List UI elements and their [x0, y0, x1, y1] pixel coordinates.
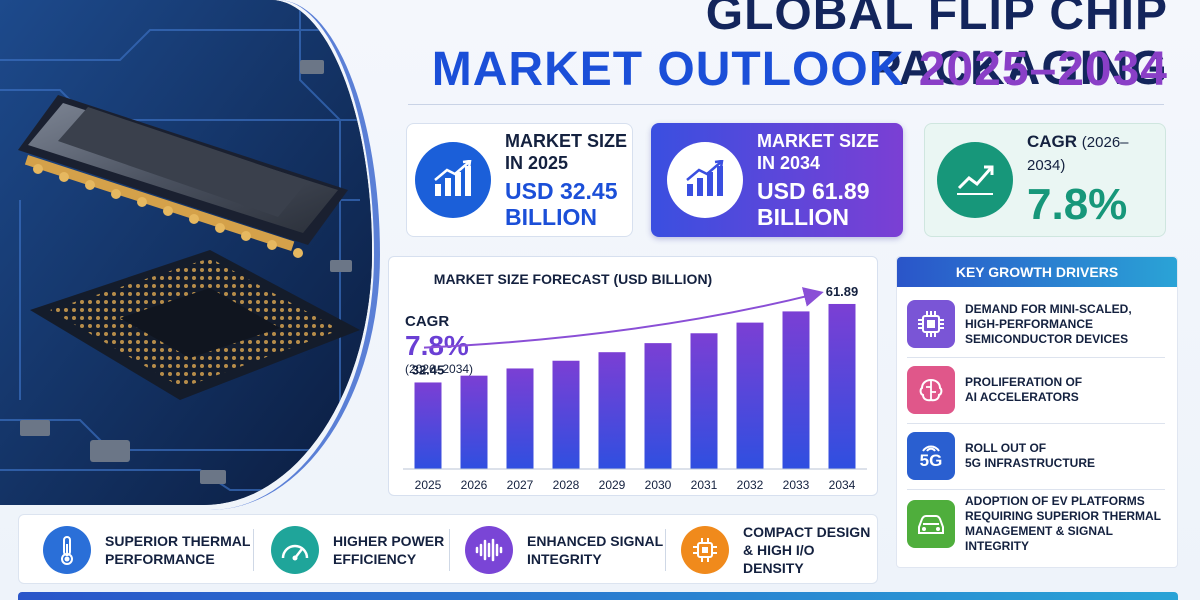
driver-text-line: MANAGEMENT & SIGNAL INTEGRITY: [965, 524, 1113, 553]
bar-2026: [460, 375, 488, 469]
thermometer-icon: [43, 526, 91, 574]
chart-title: MARKET SIZE FORECAST (USD BILLION): [433, 271, 713, 287]
card-label: MARKET SIZE: [505, 131, 628, 151]
growth-chart-icon: [415, 142, 491, 218]
x-tick-label: 2033: [783, 478, 810, 492]
market-size-2034-card: MARKET SIZE IN 2034 USD 61.89 BILLION: [651, 123, 903, 237]
benefit-text-line: ENHANCED SIGNAL: [527, 533, 664, 549]
5g-icon-label: 5G: [919, 451, 943, 470]
x-tick-label: 2029: [599, 478, 626, 492]
hero-chip-image: [0, 0, 372, 505]
page-title: GLOBAL FLIP CHIP PACKAGING: [705, 0, 1168, 95]
card-value-unit: BILLION: [757, 204, 849, 230]
benefits-strip: SUPERIOR THERMAL PERFORMANCE HIGHER POWE…: [18, 514, 878, 584]
footer-accent-bar: [18, 592, 1178, 600]
benefit-text-line: EFFICIENCY: [333, 551, 417, 567]
benefit-item: ENHANCED SIGNAL INTEGRITY: [465, 525, 663, 575]
driver-item: DEMAND FOR MINI-SCALED, HIGH-PERFORMANCE…: [907, 295, 1165, 353]
chart-cagr-label: CAGR: [405, 313, 450, 330]
chip-illustration: [0, 0, 372, 505]
bar-2031: [690, 333, 718, 469]
benefit-text-line: PERFORMANCE: [105, 551, 215, 567]
trend-arrow: [423, 287, 824, 349]
chart-cagr-callout: CAGR 7.8% (2026–2034): [405, 313, 473, 376]
card-label: MARKET SIZE: [757, 131, 880, 151]
x-tick-label: 2027: [507, 478, 534, 492]
benefit-text-line: INTEGRITY: [527, 551, 602, 567]
card-label: IN 2025: [505, 153, 569, 173]
subtitle-years: 2025–2034: [918, 43, 1168, 96]
microchip-icon: [907, 300, 955, 348]
card-value: USD 61.89: [757, 178, 870, 204]
bar-2032: [736, 322, 764, 469]
driver-text-line: PROLIFERATION OF: [965, 375, 1083, 389]
driver-divider: [907, 357, 1165, 358]
driver-item: 5G ROLL OUT OF 5G INFRASTRUCTURE: [907, 427, 1165, 485]
driver-text-line: ROLL OUT OF: [965, 441, 1047, 455]
card-label: IN 2034: [757, 153, 821, 173]
driver-text-line: DEMAND FOR MINI-SCALED,: [965, 301, 1132, 316]
5g-icon: 5G: [907, 432, 955, 480]
driver-text-line: REQUIRING SUPERIOR THERMAL: [965, 509, 1162, 523]
bar-2028: [552, 360, 580, 469]
driver-item: PROLIFERATION OF AI ACCELERATORS: [907, 361, 1165, 419]
electric-car-icon: [907, 500, 955, 548]
bar-2029: [598, 352, 626, 469]
driver-text-line: 5G INFRASTRUCTURE: [965, 456, 1096, 470]
x-tick-label: 2032: [737, 478, 764, 492]
page-subtitle: MARKET OUTLOOK 2025–2034: [408, 42, 1168, 97]
bar-2033: [782, 311, 810, 469]
benefit-item: HIGHER POWER EFFICIENCY: [271, 525, 444, 575]
bar-2027: [506, 368, 534, 469]
cagr-card-label: CAGR: [1027, 132, 1078, 151]
driver-text-line: ADOPTION OF EV PLATFORMS: [965, 494, 1145, 508]
cagr-card-period: (2026–2034): [1027, 134, 1129, 174]
trend-up-icon: [937, 142, 1013, 218]
benefit-text-line: SUPERIOR THERMAL: [105, 533, 251, 549]
bar-2034: [828, 303, 856, 469]
data-label: 61.89: [826, 284, 859, 299]
card-value: USD 32.45: [505, 178, 618, 204]
chip-icon: [681, 526, 729, 574]
driver-item: ADOPTION OF EV PLATFORMS REQUIRING SUPER…: [907, 494, 1165, 553]
data-label: 32.45: [412, 362, 445, 377]
key-growth-drivers-panel: KEY GROWTH DRIVERS DEMAND FOR MINI-SCALE…: [896, 256, 1178, 568]
ai-brain-icon: [907, 366, 955, 414]
benefit-text-line: HIGHER POWER: [333, 533, 445, 549]
benefit-item: COMPACT DESIGN & HIGH I/O DENSITY: [681, 524, 877, 576]
bar-2030: [644, 343, 672, 469]
card-label: CAGR (2026–2034): [1027, 131, 1165, 177]
benefit-text-line: COMPACT DESIGN: [743, 524, 871, 540]
x-tick-label: 2026: [461, 478, 488, 492]
x-tick-label: 2025: [415, 478, 442, 492]
drivers-heading: KEY GROWTH DRIVERS: [897, 257, 1177, 287]
x-tick-label: 2034: [829, 478, 856, 492]
growth-chart-icon: [667, 142, 743, 218]
benefit-item: SUPERIOR THERMAL PERFORMANCE: [43, 525, 250, 575]
driver-divider: [907, 423, 1165, 424]
x-tick-label: 2028: [553, 478, 580, 492]
bar-2025: [414, 382, 442, 469]
card-value-unit: BILLION: [505, 204, 597, 230]
market-forecast-chart: MARKET SIZE FORECAST (USD BILLION) CAGR …: [388, 256, 878, 496]
driver-text-line: SEMICONDUCTOR DEVICES: [965, 331, 1129, 346]
cagr-card: CAGR (2026–2034) 7.8%: [924, 123, 1166, 237]
x-tick-label: 2031: [691, 478, 718, 492]
x-tick-label: 2030: [645, 478, 672, 492]
benefit-text-line: & HIGH I/O DENSITY: [743, 542, 815, 576]
benefit-divider: [449, 529, 450, 571]
driver-text-line: HIGH-PERFORMANCE: [965, 316, 1093, 331]
bar-chart-svg: 2025 2026 2027 2028 2029 2030 2031 2032 2033 2034…: [403, 284, 867, 492]
chart-cagr-period: (2026–2034): [405, 362, 474, 376]
driver-divider: [907, 489, 1165, 490]
market-size-2025-card: MARKET SIZE IN 2025 USD 32.45 BILLION: [406, 123, 633, 237]
signal-wave-icon: [465, 526, 513, 574]
benefit-divider: [253, 529, 254, 571]
subtitle-market-outlook: MARKET OUTLOOK: [431, 43, 919, 96]
title-divider: [408, 104, 1164, 105]
benefit-divider: [665, 529, 666, 571]
gauge-icon: [271, 526, 319, 574]
driver-text-line: AI ACCELERATORS: [965, 390, 1079, 404]
cagr-card-value: 7.8%: [1027, 180, 1128, 229]
